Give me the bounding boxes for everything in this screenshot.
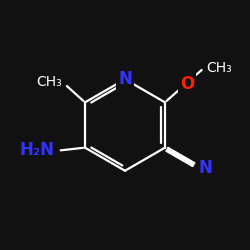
Text: CH₃: CH₃: [207, 60, 233, 74]
Text: O: O: [180, 74, 194, 92]
Text: H₂N: H₂N: [20, 141, 54, 159]
Text: CH₃: CH₃: [36, 75, 62, 89]
Text: N: N: [118, 70, 132, 88]
Text: N: N: [198, 159, 212, 177]
